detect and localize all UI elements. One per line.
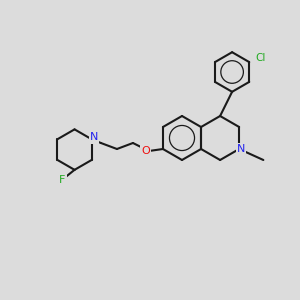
Text: Cl: Cl <box>255 53 266 63</box>
Text: F: F <box>59 175 66 185</box>
Text: N: N <box>237 144 245 154</box>
Text: O: O <box>142 146 150 156</box>
Text: N: N <box>90 133 98 142</box>
